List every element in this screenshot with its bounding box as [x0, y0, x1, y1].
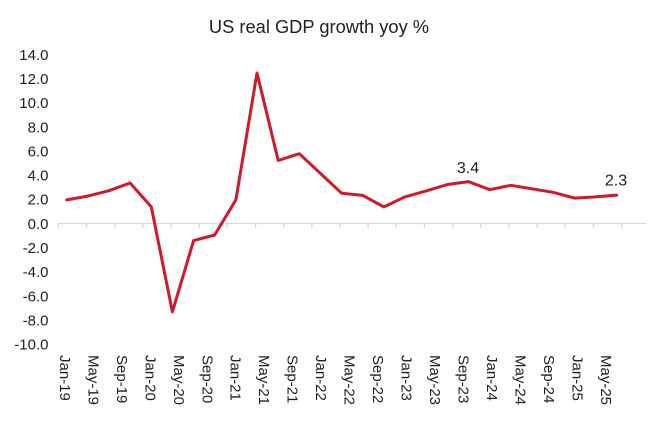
svg-text:2.3: 2.3 [605, 173, 627, 190]
svg-text:3.4: 3.4 [457, 160, 479, 177]
svg-text:May-25: May-25 [597, 355, 614, 405]
svg-text:-6.0: -6.0 [23, 288, 49, 305]
svg-text:4.0: 4.0 [28, 168, 49, 185]
svg-text:10.0: 10.0 [19, 95, 48, 112]
svg-text:6.0: 6.0 [28, 143, 49, 160]
svg-text:Sep-19: Sep-19 [113, 355, 130, 403]
svg-text:US real GDP growth yoy %: US real GDP growth yoy % [209, 16, 429, 37]
svg-text:May-23: May-23 [426, 355, 443, 405]
svg-text:2.0: 2.0 [28, 192, 49, 209]
svg-text:Jan-19: Jan-19 [56, 355, 73, 401]
svg-text:8.0: 8.0 [28, 119, 49, 136]
svg-text:Jan-24: Jan-24 [483, 355, 500, 401]
svg-text:Jan-23: Jan-23 [398, 355, 415, 401]
svg-text:Jan-25: Jan-25 [569, 355, 586, 401]
svg-text:Sep-20: Sep-20 [198, 355, 215, 403]
svg-text:14.0: 14.0 [19, 47, 48, 64]
svg-text:-8.0: -8.0 [23, 313, 49, 330]
svg-text:May-20: May-20 [170, 355, 187, 405]
svg-text:-10.0: -10.0 [14, 337, 48, 354]
svg-text:Jan-21: Jan-21 [227, 355, 244, 401]
svg-text:May-19: May-19 [84, 355, 101, 405]
svg-text:Sep-21: Sep-21 [284, 355, 301, 403]
svg-text:Sep-24: Sep-24 [540, 355, 557, 403]
svg-text:-4.0: -4.0 [23, 264, 49, 281]
svg-text:Jan-20: Jan-20 [141, 355, 158, 401]
svg-text:May-22: May-22 [341, 355, 358, 405]
svg-text:May-21: May-21 [255, 355, 272, 405]
svg-text:-2.0: -2.0 [23, 240, 49, 257]
svg-text:0.0: 0.0 [28, 216, 49, 233]
svg-text:Sep-23: Sep-23 [455, 355, 472, 403]
svg-text:Jan-22: Jan-22 [312, 355, 329, 401]
svg-text:12.0: 12.0 [19, 71, 48, 88]
svg-text:Sep-22: Sep-22 [369, 355, 386, 403]
svg-text:May-24: May-24 [512, 355, 529, 405]
